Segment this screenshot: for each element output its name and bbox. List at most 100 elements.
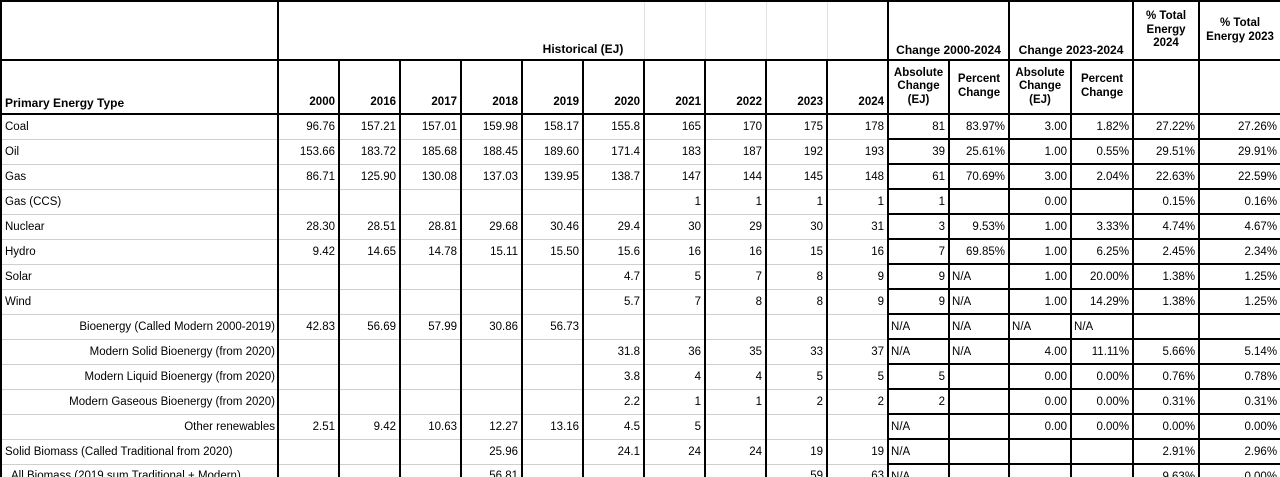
table-cell[interactable]: 16: [825, 238, 890, 265]
table-cell[interactable]: 1: [704, 188, 767, 215]
table-cell[interactable]: 10.63: [399, 413, 462, 440]
table-cell[interactable]: 0.00: [1008, 388, 1073, 415]
table-cell[interactable]: 158.17: [521, 113, 584, 140]
year-header-2018[interactable]: 2018: [460, 59, 523, 115]
table-cell[interactable]: N/A: [887, 313, 951, 340]
empty-subheader-2024[interactable]: [1132, 59, 1201, 115]
table-cell[interactable]: [643, 313, 706, 340]
table-cell[interactable]: 29: [704, 213, 767, 240]
table-cell[interactable]: 0.76%: [1132, 363, 1201, 390]
table-cell[interactable]: 0.00%: [1070, 388, 1135, 415]
table-cell[interactable]: 1.25%: [1198, 263, 1280, 290]
year-header-2021[interactable]: 2021: [643, 59, 706, 115]
table-cell[interactable]: 1: [643, 388, 706, 415]
table-cell[interactable]: N/A: [887, 413, 951, 440]
table-cell[interactable]: 28.51: [338, 213, 401, 240]
table-cell[interactable]: 14.65: [338, 238, 401, 265]
table-cell[interactable]: [1070, 438, 1135, 465]
table-cell[interactable]: 5: [825, 363, 890, 390]
corner-cell[interactable]: [0, 0, 279, 61]
table-cell[interactable]: [277, 388, 340, 415]
table-cell[interactable]: 0.00%: [1070, 413, 1135, 440]
table-cell[interactable]: [338, 363, 401, 390]
year-header-2017[interactable]: 2017: [399, 59, 462, 115]
table-cell[interactable]: 147: [643, 163, 706, 190]
pct-total-energy-2024-header[interactable]: % Total Energy 2024: [1132, 0, 1201, 61]
table-cell[interactable]: 2.45%: [1132, 238, 1201, 265]
table-cell[interactable]: 125.90: [338, 163, 401, 190]
change-2000-2024-header[interactable]: Change 2000-2024: [887, 0, 1011, 61]
table-cell[interactable]: 137.03: [460, 163, 523, 190]
table-cell[interactable]: [460, 338, 523, 365]
table-cell[interactable]: 22.63%: [1132, 163, 1201, 190]
table-cell[interactable]: 5.66%: [1132, 338, 1201, 365]
table-cell[interactable]: 15.50: [521, 238, 584, 265]
table-cell[interactable]: [582, 188, 645, 215]
row-label[interactable]: Wind: [0, 288, 279, 315]
row-label[interactable]: Modern Solid Bioenergy (from 2020): [0, 338, 279, 365]
empty-subheader-2023[interactable]: [1198, 59, 1280, 115]
table-cell[interactable]: 185.68: [399, 138, 462, 165]
table-cell[interactable]: [948, 388, 1011, 415]
table-cell[interactable]: 9.42: [277, 238, 340, 265]
table-cell[interactable]: [521, 363, 584, 390]
table-cell[interactable]: 183.72: [338, 138, 401, 165]
table-cell[interactable]: 36: [643, 338, 706, 365]
table-cell[interactable]: 9.42: [338, 413, 401, 440]
table-cell[interactable]: [338, 338, 401, 365]
table-cell[interactable]: 29.68: [460, 213, 523, 240]
table-cell[interactable]: [277, 288, 340, 315]
table-cell[interactable]: [338, 438, 401, 465]
table-cell[interactable]: [277, 338, 340, 365]
primary-energy-type-header[interactable]: Primary Energy Type: [0, 59, 279, 115]
table-cell[interactable]: 0.00%: [1198, 413, 1280, 440]
table-cell[interactable]: 14.29%: [1070, 288, 1135, 315]
table-cell[interactable]: [521, 188, 584, 215]
table-cell[interactable]: 16: [643, 238, 706, 265]
table-cell[interactable]: [338, 288, 401, 315]
table-cell[interactable]: 2.34%: [1198, 238, 1280, 265]
table-cell[interactable]: 4: [643, 363, 706, 390]
table-cell[interactable]: [338, 263, 401, 290]
table-cell[interactable]: 0.31%: [1132, 388, 1201, 415]
table-cell[interactable]: 0.00%: [1132, 413, 1201, 440]
year-header-2016[interactable]: 2016: [338, 59, 401, 115]
table-cell[interactable]: 0.00: [1008, 363, 1073, 390]
table-cell[interactable]: 7: [643, 288, 706, 315]
table-cell[interactable]: 1.38%: [1132, 288, 1201, 315]
table-cell[interactable]: [399, 288, 462, 315]
table-cell[interactable]: [948, 438, 1011, 465]
table-cell[interactable]: 9: [887, 263, 951, 290]
table-cell[interactable]: [1198, 313, 1280, 340]
table-cell[interactable]: 12.27: [460, 413, 523, 440]
table-cell[interactable]: 1.00: [1008, 238, 1073, 265]
table-cell[interactable]: 5.7: [582, 288, 645, 315]
table-cell[interactable]: 0.00%: [1198, 463, 1280, 477]
table-cell[interactable]: 153.66: [277, 138, 340, 165]
table-cell[interactable]: 3.00: [1008, 163, 1073, 190]
table-cell[interactable]: 130.08: [399, 163, 462, 190]
table-cell[interactable]: 70.69%: [948, 163, 1011, 190]
table-cell[interactable]: 2.91%: [1132, 438, 1201, 465]
table-cell[interactable]: 144: [704, 163, 767, 190]
table-cell[interactable]: [521, 388, 584, 415]
table-cell[interactable]: 9.63%: [1132, 463, 1201, 477]
absolute-change-header-1[interactable]: Absolute Change (EJ): [887, 59, 951, 115]
table-cell[interactable]: 1.38%: [1132, 263, 1201, 290]
table-cell[interactable]: [399, 338, 462, 365]
table-cell[interactable]: [704, 413, 767, 440]
table-cell[interactable]: [1132, 313, 1201, 340]
row-label[interactable]: Gas: [0, 163, 279, 190]
table-cell[interactable]: N/A: [887, 463, 951, 477]
table-cell[interactable]: [825, 313, 890, 340]
table-cell[interactable]: 8: [765, 263, 828, 290]
table-cell[interactable]: [399, 363, 462, 390]
percent-change-header-2[interactable]: Percent Change: [1070, 59, 1135, 115]
table-cell[interactable]: [765, 313, 828, 340]
table-cell[interactable]: 22.59%: [1198, 163, 1280, 190]
table-cell[interactable]: 16: [704, 238, 767, 265]
table-cell[interactable]: 37: [825, 338, 890, 365]
table-cell[interactable]: 8: [765, 288, 828, 315]
table-cell[interactable]: 1: [704, 388, 767, 415]
table-cell[interactable]: 4.5: [582, 413, 645, 440]
